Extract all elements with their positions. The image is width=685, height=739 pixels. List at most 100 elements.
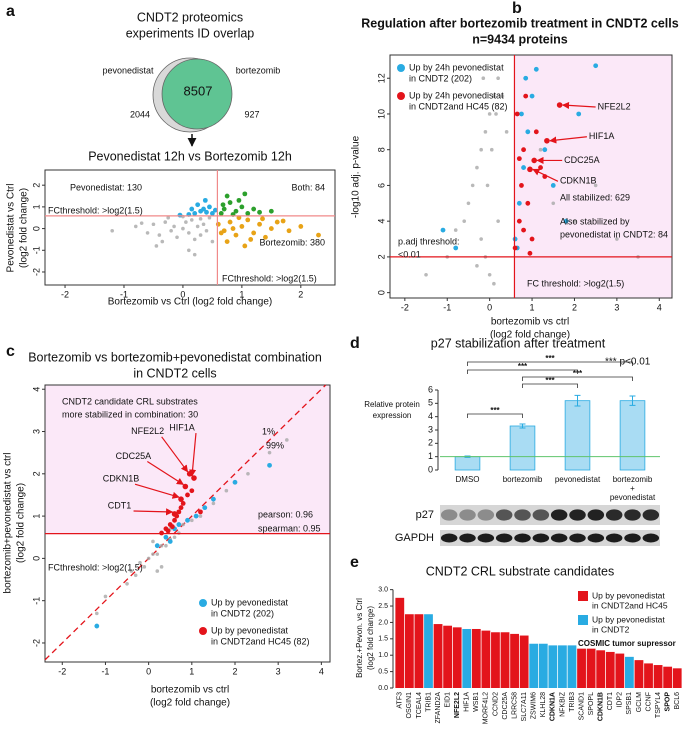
point [172,517,177,523]
x-tick-label: ZSWIM6 [531,692,538,719]
y-tick-label: 5 [428,398,433,408]
x-tick-label: 2 [232,666,237,676]
x-tick-label: TSPYL4 [655,692,662,718]
point [521,227,526,233]
point [198,509,203,515]
point [201,206,206,212]
point [185,492,190,498]
point [154,244,159,248]
point [212,207,218,213]
bar [471,628,481,688]
point [489,147,494,152]
label-arrow [188,432,197,477]
set-count: 927 [244,109,259,119]
legend-marker [397,92,405,100]
point [167,539,173,544]
point [189,218,194,222]
bar [615,653,625,688]
blot-label: GAPDH [395,532,434,544]
point [267,450,272,455]
point [470,183,475,188]
legend-swatch [578,591,588,601]
legend-label: Up by pevonedistat [592,590,665,600]
bar [653,665,663,688]
point [496,219,500,223]
point [192,252,197,257]
point [521,147,526,153]
point [523,93,529,99]
x-tick-label: 0 [146,666,151,676]
y-axis-label: Relative protein [364,400,420,409]
point [483,130,488,134]
blot-band [495,509,513,521]
blot-band [440,509,458,521]
legend-label: in CNDT2 (202) [211,608,274,618]
point-label: HIF1A [589,131,615,141]
point [151,552,155,556]
bar [404,614,414,688]
point [453,245,459,251]
y-axis-label: (log2 fold change) [19,188,30,268]
blot-background [440,530,660,546]
blot-band [624,533,641,543]
blot-band [440,533,458,543]
labeled-point [178,496,184,502]
blot-band [550,509,568,521]
x-tick-label: EID1 [444,692,451,708]
point [424,272,428,277]
blot-band [587,533,605,543]
point [494,112,498,116]
point [529,236,535,242]
blot-band [532,509,550,521]
annotation: Both: 84 [291,182,325,192]
blot-band [550,533,568,543]
point-label: HIF1A [169,422,195,432]
point [163,220,168,224]
x-tick-label: CDC25A [502,692,509,720]
chart-title: CNDT2 CRL substrate candidates [426,564,615,578]
point [496,76,500,81]
labeled-point [544,137,550,144]
bar [509,425,536,471]
note: *** p<0.01 [605,357,651,368]
point [176,522,182,527]
point [110,228,114,233]
y-tick-label: 2.0 [378,619,388,626]
point [563,218,569,224]
point [177,531,181,535]
y-tick-label: 3 [31,429,41,434]
point [189,206,195,212]
y-axis-label: bortezomib+pevonedistat vs ctrl [3,453,14,594]
x-tick-label: CDT1 [607,692,614,710]
bar [424,614,433,688]
overlap-count: 8507 [184,83,213,98]
blot-background [440,505,660,525]
point [189,488,195,494]
point [207,204,212,210]
y-tick-label: 0.0 [378,685,388,692]
x-tick-label: 2 [572,302,577,312]
point [94,623,100,629]
point [538,147,543,152]
point [224,193,230,199]
point [184,220,188,224]
point [274,219,280,225]
annotation: Bortezomib: 380 [259,237,325,247]
y-tick-label: 2.5 [378,603,388,610]
plot-frame [44,384,331,663]
y-tick-label: 1 [31,514,41,519]
point [239,204,245,210]
point [192,210,198,216]
label-arrow [147,460,184,486]
point [224,239,230,245]
point [218,230,224,236]
blot-band [514,509,531,521]
point [538,165,543,170]
point [514,111,520,117]
annotation: Also stabilized by [560,216,630,226]
point [500,94,505,98]
x-tick-label: SCAND1 [578,692,585,721]
y-tick-label: 1 [31,204,41,209]
point [551,201,556,206]
x-tick-label: DMSO [456,475,480,484]
